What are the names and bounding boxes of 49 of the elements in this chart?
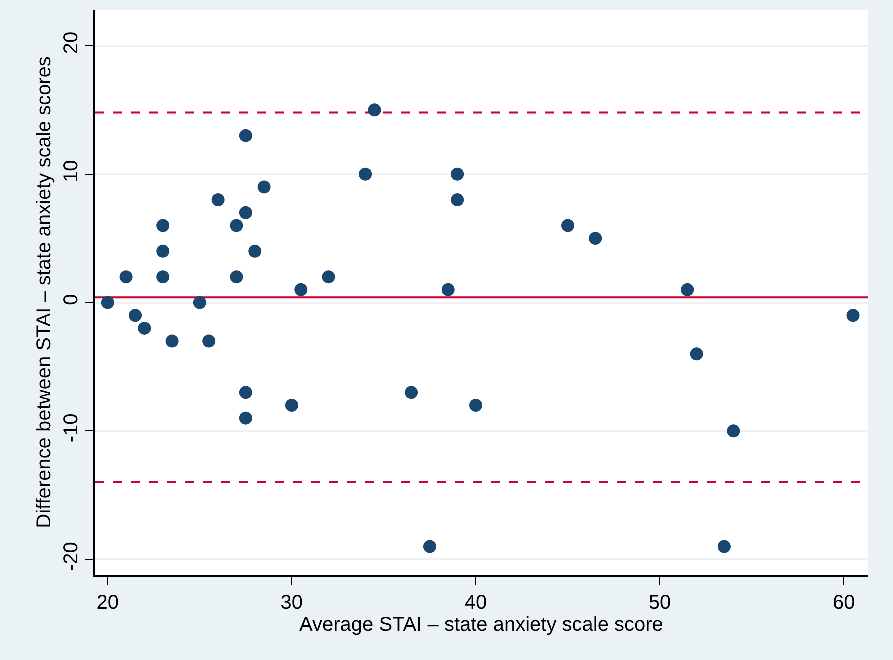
x-tick-label: 60: [832, 592, 856, 614]
point: [359, 168, 372, 181]
x-axis-title: Average STAI – state anxiety scale score: [300, 614, 664, 636]
point: [285, 399, 298, 412]
x-tick-label: 40: [464, 592, 488, 614]
y-tick-label: 0: [60, 294, 82, 306]
point: [156, 270, 170, 284]
point: [258, 180, 271, 194]
y-axis-title: Difference between STAI – state anxiety scale scores: [33, 56, 56, 528]
point: [193, 296, 206, 310]
point: [128, 309, 142, 322]
y-tick-label: -10: [60, 414, 82, 443]
point: [156, 219, 170, 232]
point: [589, 232, 602, 246]
point: [681, 283, 694, 296]
x-tick-label: 30: [280, 592, 304, 614]
point: [166, 334, 179, 348]
point: [690, 348, 704, 361]
point: [212, 194, 225, 207]
point: [846, 309, 860, 322]
point: [230, 270, 244, 284]
point: [156, 244, 170, 258]
point: [562, 219, 574, 232]
y-tick-label: 20: [60, 32, 82, 54]
point: [322, 270, 336, 284]
y-tick-label: 10: [60, 160, 82, 182]
point: [405, 386, 418, 400]
x-tick-label: 20: [96, 592, 120, 614]
point: [239, 412, 252, 425]
point: [230, 219, 244, 232]
point: [120, 270, 133, 284]
point: [101, 296, 114, 310]
point: [138, 322, 152, 335]
point: [294, 283, 308, 296]
point: [718, 540, 731, 554]
point: [442, 283, 455, 296]
point: [239, 206, 252, 220]
point: [469, 399, 482, 412]
y-tick-label: -20: [60, 542, 82, 572]
point: [451, 168, 464, 181]
point: [239, 129, 252, 142]
x-tick-label: 50: [648, 592, 672, 614]
point: [368, 104, 382, 117]
point: [239, 386, 252, 400]
point: [727, 424, 740, 438]
point: [423, 540, 436, 554]
point: [451, 194, 464, 207]
point: [202, 334, 216, 348]
point: [248, 244, 262, 258]
